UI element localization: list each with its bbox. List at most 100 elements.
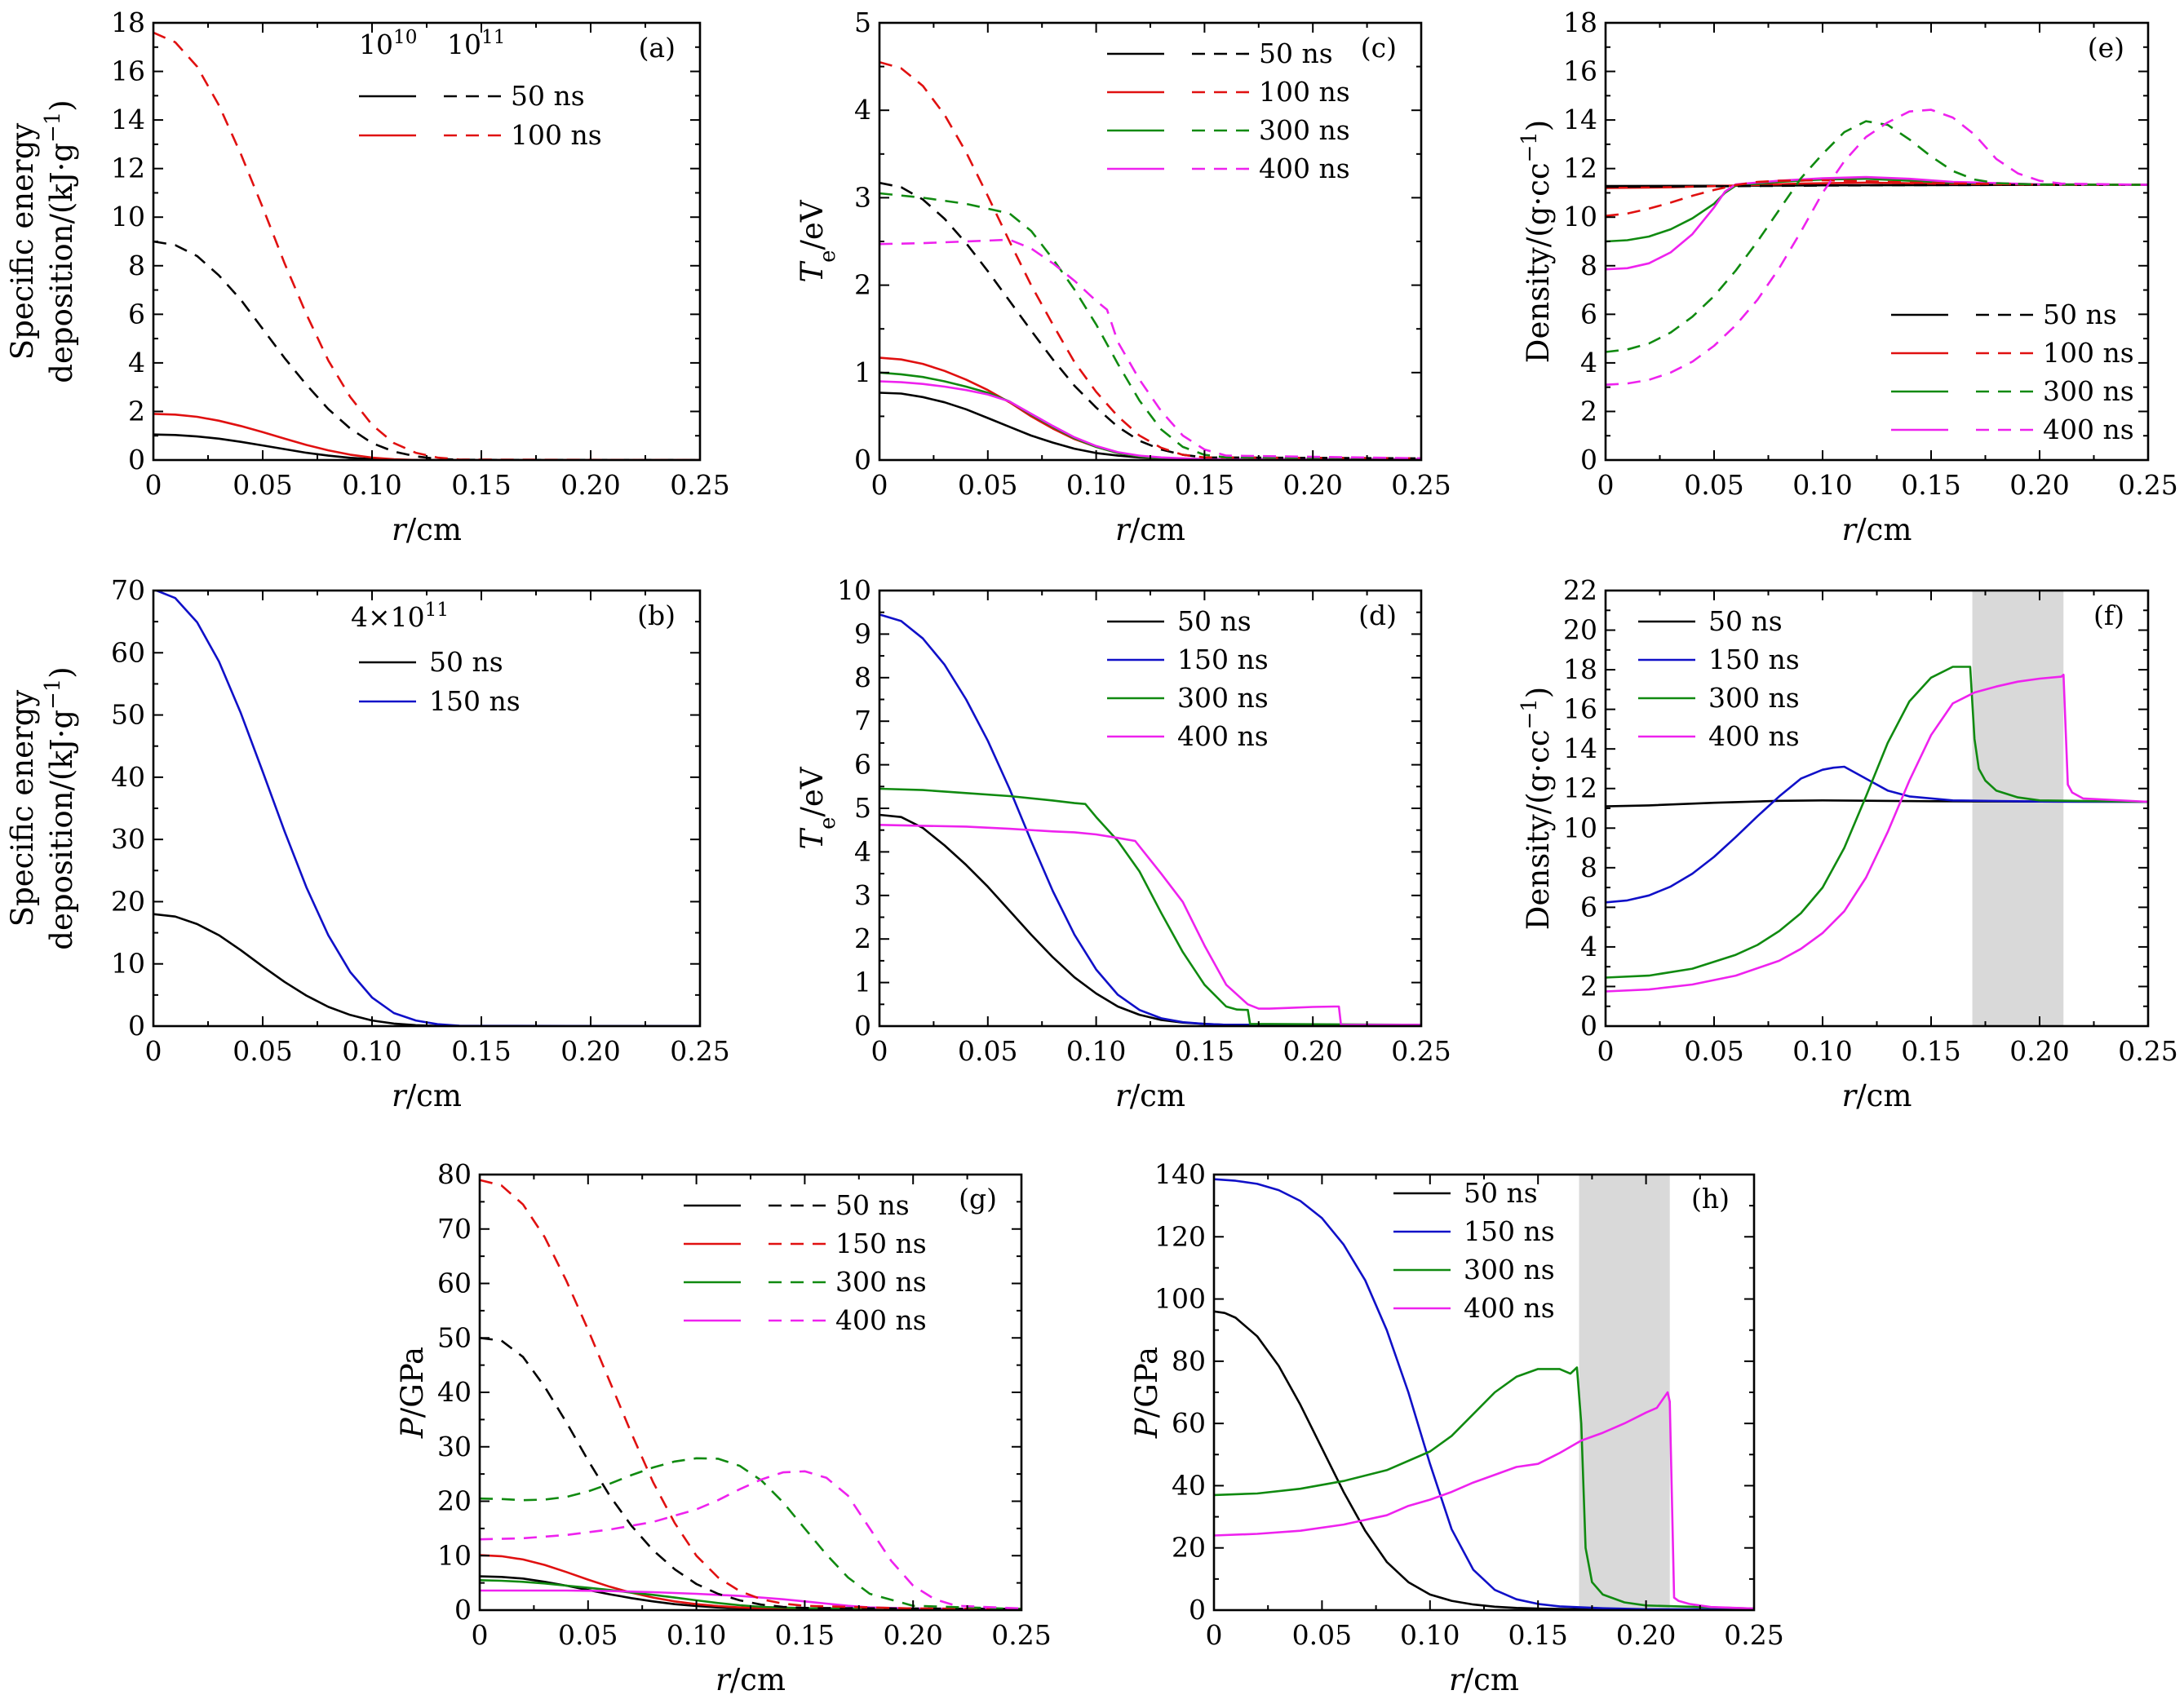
legend-entry-d: 400 ns	[1177, 720, 1269, 752]
series-e-50ns-dashed	[1606, 184, 2148, 188]
xtick-label-g: 0	[472, 1619, 489, 1651]
legend-c: 50 ns 100 ns 300 ns 400 ns	[1107, 38, 1350, 184]
legend-entry-g: 300 ns	[835, 1266, 927, 1298]
legend-h: 50 ns 150 ns 300 ns 400 ns	[1393, 1177, 1555, 1324]
ytick-label-d: 10	[837, 574, 871, 606]
legend-entry-d: 300 ns	[1177, 682, 1269, 714]
xtick-label-h: 0	[1206, 1619, 1223, 1651]
ylabel-b: Specific energy	[5, 690, 40, 927]
series-f-300ns-solid	[1606, 666, 2148, 979]
panel-label-b: (b)	[637, 600, 676, 631]
plot-frame-d	[878, 589, 1423, 1028]
ytick-label-h: 20	[1172, 1532, 1206, 1564]
xtick-label-e: 0.05	[1684, 469, 1743, 501]
ytick-label-e: 6	[1580, 298, 1597, 330]
ytick-label-a: 12	[111, 153, 145, 184]
legend-entry-a: 50 ns	[511, 80, 585, 112]
series-g-50ns-solid	[480, 1575, 1021, 1610]
series-c-50ns-dashed	[879, 181, 1421, 460]
ylabel-a: deposition/(kJ·g−1)	[41, 100, 79, 383]
series-b-50ns-solid	[153, 913, 700, 1026]
ytick-label-b: 70	[111, 574, 145, 606]
series-c-100ns-dashed	[879, 60, 1421, 460]
panel-g: 0 0.05 0.10 0.15 0.20 0.25 0 10 20 30 40 50 60 70 80 r/…	[395, 1158, 1052, 1697]
ytick-label-h: 80	[1172, 1345, 1206, 1377]
legend-entry-d: 150 ns	[1177, 644, 1269, 675]
panel-label-d: (d)	[1358, 600, 1397, 631]
series-group-c	[879, 60, 1421, 460]
xtick-label-f: 0.25	[2118, 1035, 2177, 1067]
ytick-label-d: 2	[854, 923, 871, 954]
panel-h: 0 0.05 0.10 0.15 0.20 0.25 0 20 40 60 80 100 120 140 r…	[1129, 1158, 1784, 1697]
xtick-label-b: 0.15	[451, 1035, 511, 1067]
panel-label-a: (a)	[639, 32, 676, 64]
ytick-label-a: 10	[111, 201, 145, 232]
panel-b: 0 0.05 0.10 0.15 0.20 0.25 0 10 20 30 40 50 60 70 r/cm…	[5, 574, 730, 1113]
legend-g: 50 ns 150 ns 300 ns 400 ns	[684, 1189, 927, 1336]
ytick-label-d: 5	[854, 792, 871, 824]
xtick-label-g: 0.25	[991, 1619, 1051, 1651]
series-group-h	[1214, 1178, 1754, 1610]
ytick-label-f: 6	[1580, 891, 1597, 923]
series-g-300ns-dashed	[480, 1457, 1021, 1610]
xlabel-a: r/cm	[392, 512, 462, 547]
ylabel-c: Te/eV	[795, 199, 840, 282]
xlabel-e: r/cm	[1842, 512, 1912, 547]
ytick-label-f: 20	[1563, 614, 1597, 646]
xtick-label-f: 0.10	[1792, 1035, 1852, 1067]
series-a-50ns-dashed	[153, 240, 700, 460]
ytick-label-h: 40	[1172, 1469, 1206, 1501]
ytick-label-g: 40	[437, 1376, 472, 1408]
ytick-label-c: 3	[854, 181, 871, 213]
ytick-label-d: 6	[854, 749, 871, 781]
xtick-label-c: 0.10	[1066, 469, 1126, 501]
series-g-50ns-dashed	[480, 1337, 1021, 1610]
xtick-label-h: 0.25	[1724, 1619, 1783, 1651]
ylabel-f: Density/(g·cc−1)	[1517, 687, 1556, 930]
xtick-label-a: 0	[145, 469, 162, 501]
panel-e: 0 0.05 0.10 0.15 0.20 0.25 0 2 4 6 8 10 12 14 16 18 r/cm…	[1517, 7, 2178, 547]
ytick-label-b: 10	[111, 948, 145, 980]
series-b-150ns-solid	[153, 591, 700, 1026]
ytick-label-e: 18	[1563, 7, 1597, 38]
series-d-50ns-solid	[879, 813, 1421, 1026]
legend-header-a: 1010	[359, 27, 417, 60]
panel-d: 0 0.05 0.10 0.15 0.20 0.25 0 1 2 3 4 5 6 7 8 9 10 r/cm Te/…	[795, 574, 1451, 1113]
xtick-label-c: 0.15	[1175, 469, 1234, 501]
ytick-label-b: 60	[111, 636, 145, 668]
xtick-label-e: 0.15	[1901, 469, 1960, 501]
legend-entry-h: 150 ns	[1464, 1215, 1555, 1247]
xtick-label-g: 0.15	[775, 1619, 835, 1651]
ytick-label-d: 1	[854, 967, 871, 998]
ytick-label-f: 0	[1580, 1010, 1597, 1042]
ytick-label-h: 0	[1189, 1594, 1206, 1626]
xtick-label-e: 0.10	[1792, 469, 1852, 501]
panel-label-h: (h)	[1691, 1183, 1730, 1215]
ytick-label-f: 4	[1580, 931, 1597, 962]
legend-entry-g: 150 ns	[835, 1228, 927, 1259]
legend-entry-h: 400 ns	[1464, 1292, 1555, 1324]
xtick-label-b: 0.10	[342, 1035, 401, 1067]
xtick-label-f: 0.05	[1684, 1035, 1743, 1067]
panel-label-g: (g)	[959, 1183, 997, 1215]
series-c-400ns-dashed	[879, 238, 1421, 460]
plot-frame-a	[152, 21, 702, 462]
xtick-label-a: 0.10	[342, 469, 401, 501]
ytick-label-f: 14	[1563, 732, 1597, 764]
ytick-label-a: 14	[111, 104, 145, 135]
ytick-label-c: 5	[854, 7, 871, 38]
series-d-300ns-solid	[879, 787, 1421, 1026]
xtick-label-d: 0.20	[1282, 1035, 1342, 1067]
legend-b: 4×1011 50 ns 150 ns	[351, 600, 521, 717]
ytick-label-e: 12	[1563, 153, 1597, 184]
ylabel-h: P/GPa	[1129, 1347, 1164, 1439]
xtick-label-f: 0.15	[1901, 1035, 1960, 1067]
series-h-50ns-solid	[1214, 1310, 1754, 1610]
ytick-label-c: 0	[854, 444, 871, 476]
ytick-label-e: 10	[1563, 201, 1597, 232]
ytick-label-d: 7	[854, 705, 871, 737]
ytick-label-a: 2	[128, 395, 145, 427]
xlabel-b: r/cm	[392, 1078, 462, 1113]
legend-entry-c: 300 ns	[1259, 114, 1350, 146]
series-group-f	[1606, 666, 2148, 993]
